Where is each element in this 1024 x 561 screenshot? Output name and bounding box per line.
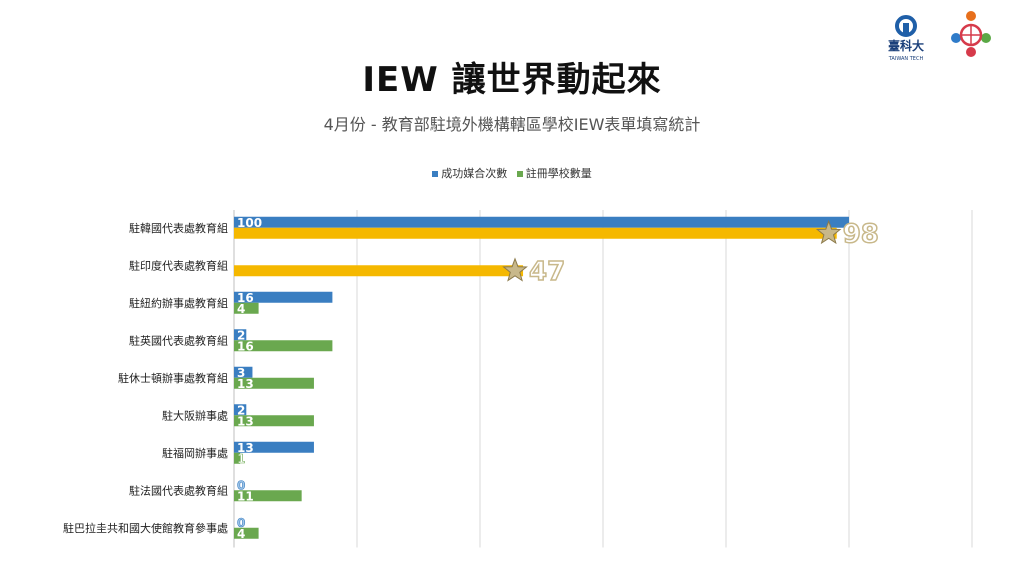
- chart-legend: 成功媒合次數 註冊學校數量: [0, 165, 1024, 181]
- bar-schools: [234, 265, 524, 277]
- bar-matches: [234, 216, 849, 228]
- category-label: 駐法國代表處教育組: [129, 483, 228, 497]
- data-label: 4: [237, 527, 245, 541]
- legend-item-matches: 成功媒合次數: [432, 167, 507, 180]
- page-subtitle: 4月份 - 教育部駐境外機構轄區學校IEW表單填寫統計: [323, 115, 701, 134]
- legend-item-schools: 註冊學校數量: [516, 167, 592, 180]
- category-label: 駐印度代表處教育組: [129, 258, 228, 272]
- logos: 臺科大 TAIWAN TECH: [876, 8, 1006, 64]
- bar-schools: [234, 490, 302, 502]
- category-label: 駐巴拉圭共和國大使館教育參事處: [63, 521, 228, 535]
- category-label: 駐紐約辦事處教育組: [129, 296, 228, 310]
- iew-logo: [951, 11, 991, 57]
- data-label: 1: [237, 452, 245, 466]
- taiwan-tech-logo: 臺科大 TAIWAN TECH: [888, 15, 924, 62]
- data-label: 13: [237, 377, 254, 391]
- data-label-highlight: 47: [529, 257, 565, 287]
- data-label: 16: [237, 339, 254, 353]
- school-name-text: 臺科大: [888, 38, 924, 53]
- bar-matches: [234, 366, 253, 378]
- data-label-highlight: 98: [843, 219, 879, 249]
- data-label: 2: [237, 403, 245, 417]
- data-label: 13: [237, 414, 254, 428]
- data-label: 3: [237, 366, 245, 380]
- bar-schools: [234, 377, 314, 389]
- bar-matches: [234, 291, 333, 303]
- data-label: 0: [237, 516, 245, 530]
- data-label: 11: [237, 489, 254, 503]
- data-label: 16: [237, 291, 254, 305]
- bar-schools: [234, 452, 241, 464]
- bar-schools: [234, 302, 259, 314]
- legend-label-schools: 註冊學校數量: [525, 167, 592, 180]
- bar-matches: [234, 441, 314, 453]
- bar-matches: [234, 404, 247, 416]
- category-label: 駐休士頓辦事處教育組: [118, 371, 228, 385]
- category-label: 駐大阪辦事處: [162, 408, 228, 422]
- logo-group: 臺科大 TAIWAN TECH: [888, 11, 991, 62]
- category-label: 駐英國代表處教育組: [129, 333, 228, 347]
- bar-matches: [234, 329, 247, 341]
- legend-label-matches: 成功媒合次數: [441, 167, 508, 180]
- bar-schools: [234, 340, 333, 352]
- bar-schools: [234, 227, 837, 239]
- page-title: IEW 讓世界動起來: [362, 60, 662, 100]
- bar-schools: [234, 415, 314, 427]
- category-label: 駐韓國代表處教育組: [129, 221, 228, 235]
- data-label: 2: [237, 328, 245, 342]
- school-name-en-text: TAIWAN TECH: [888, 56, 924, 62]
- data-label: 4: [237, 302, 245, 316]
- data-label: 13: [237, 441, 254, 455]
- data-label: 100: [237, 216, 262, 230]
- star-marker: [815, 219, 842, 245]
- star-marker: [502, 257, 528, 282]
- data-label: 0: [237, 478, 245, 492]
- bar-schools: [234, 527, 259, 539]
- category-label: 駐福岡辦事處: [162, 446, 228, 460]
